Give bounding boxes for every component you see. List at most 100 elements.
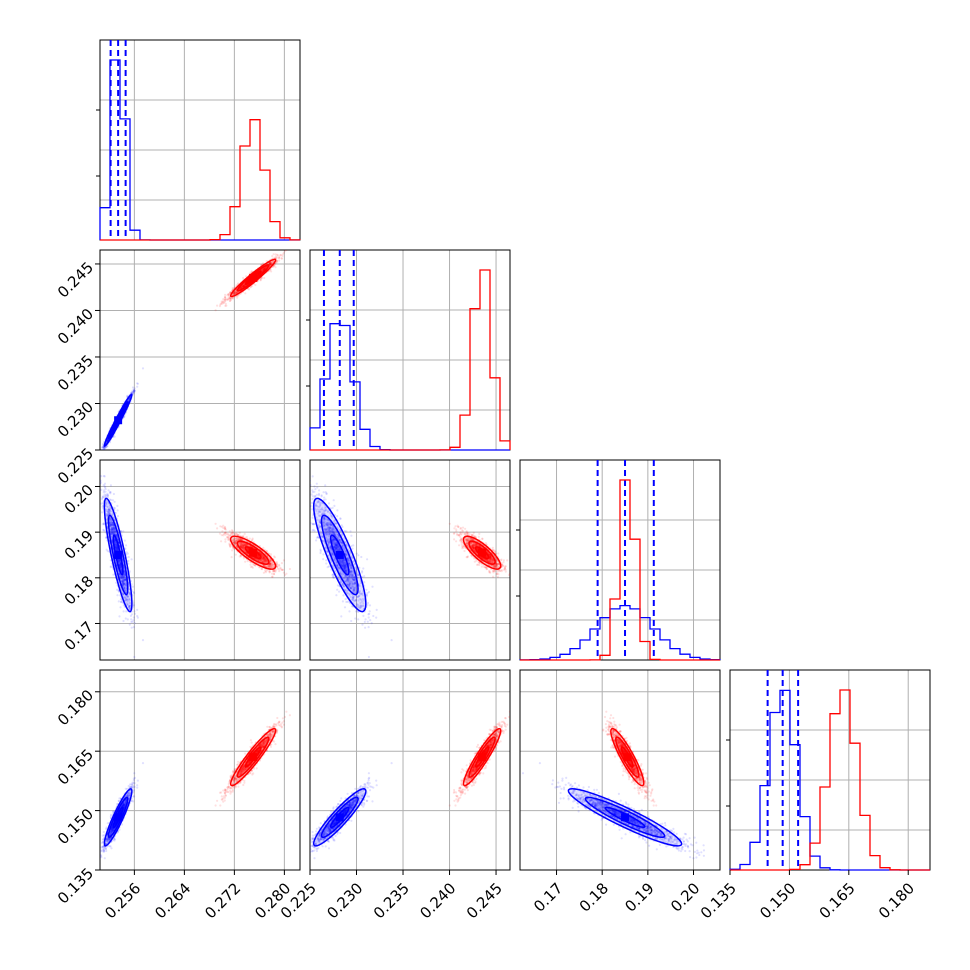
scatter-point [115,547,118,550]
scatter-point [108,511,112,515]
scatter-point [343,565,346,568]
scatter-point [329,558,332,561]
scatter-point [342,564,345,567]
scatter-point [103,451,105,453]
scatter-point [346,557,349,560]
scatter-point [355,552,358,555]
scatter-point [332,573,335,576]
scatter-point [113,532,116,535]
scatter-point [129,607,132,611]
scatter-point [338,539,341,542]
scatter-point [338,538,341,542]
scatter-point [334,543,337,546]
scatter-point [103,485,106,488]
scatter-point [311,516,314,519]
scatter-point [342,583,345,587]
scatter-point [337,535,340,538]
scatter-point [119,577,122,580]
scatter-point [123,569,126,572]
scatter-point [346,557,349,560]
scatter-point [324,528,327,531]
scatter-point [109,518,113,522]
scatter-point [127,595,130,599]
scatter-point [360,600,363,603]
scatter-point [342,563,345,567]
scatter-point [368,612,371,615]
scatter-point [348,584,351,587]
scatter-point [113,530,116,534]
scatter-point [130,618,133,621]
scatter-point [327,502,331,505]
scatter-point [336,544,339,547]
scatter-point [333,533,336,536]
scatter-point [329,522,332,525]
scatter-point [336,509,339,512]
scatter-point [112,528,115,531]
scatter-point [329,523,332,526]
scatter-point [359,593,362,596]
scatter-point [351,573,355,576]
scatter-point [141,639,145,642]
scatter-point [123,585,126,588]
scatter-point [118,797,121,800]
scatter-point [122,804,125,807]
scatter-point [331,565,335,568]
scatter-point [350,565,353,568]
scatter-point [119,606,122,609]
scatter-point [113,529,116,533]
scatter-point [132,603,135,607]
scatter-point [110,830,113,834]
scatter-point [101,496,104,499]
scatter-point [348,575,351,578]
scatter-point [362,602,365,605]
scatter-point [350,570,353,573]
scatter-point [332,576,335,580]
scatter-point [311,489,314,492]
scatter-point [331,527,334,531]
scatter-point [357,554,360,557]
scatter-point [327,554,330,557]
scatter-point [115,545,118,548]
panel-2-1 [309,459,511,661]
scatter-point [348,574,352,577]
scatter-point [110,529,114,532]
scatter-point [108,508,111,511]
scatter-point [324,546,327,549]
scatter-point [350,574,353,577]
scatter-point [102,448,105,450]
scatter-point [116,509,119,512]
scatter-point [123,598,126,601]
scatter-point [318,525,321,529]
scatter-point [122,530,125,533]
scatter-point [103,447,106,450]
scatter-point [114,541,117,544]
scatter-point [116,547,119,550]
scatter-point [333,533,336,536]
scatter-point [362,614,365,618]
scatter-point [106,492,109,495]
scatter-point [331,528,334,532]
scatter-point [132,391,135,394]
scatter-point [334,542,337,545]
scatter-point [339,561,342,564]
scatter-point [349,530,352,533]
scatter-point [347,562,351,565]
scatter-point [108,506,111,509]
scatter-point [116,547,119,550]
scatter-point [122,593,125,597]
panel-1-0 [99,249,301,451]
scatter-point [327,521,330,524]
scatter-point [112,528,115,531]
scatter-point [125,544,128,547]
scatter-point [132,626,135,629]
scatter-point [335,543,338,546]
scatter-point [326,539,329,543]
scatter-point [123,579,126,583]
scatter-point [120,600,123,603]
scatter-point [317,510,320,514]
scatter-point [122,587,126,590]
scatter-point [118,562,121,565]
scatter-point [342,558,345,562]
scatter-point [317,505,320,508]
scatter-point [107,512,110,515]
